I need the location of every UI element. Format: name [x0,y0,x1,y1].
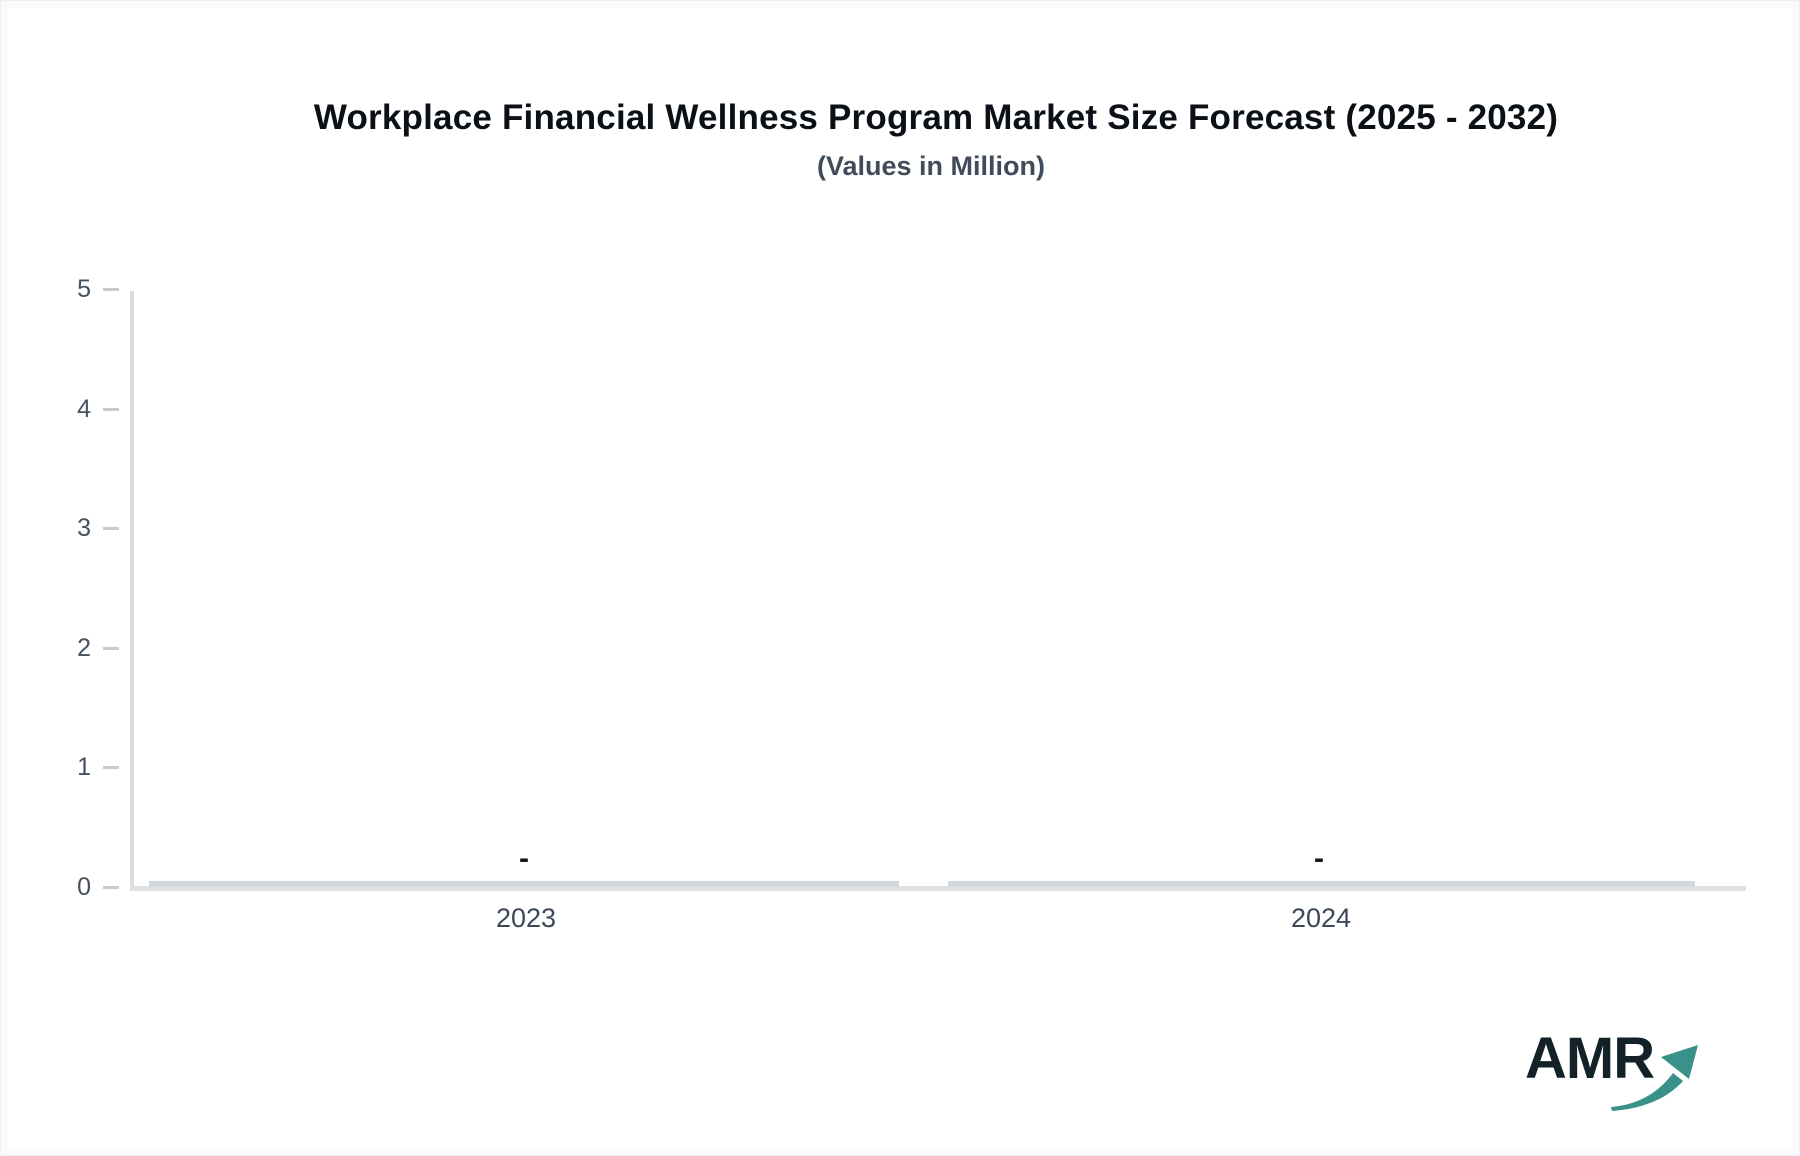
y-tick-mark-5 [103,288,119,291]
y-tick-mark-4 [103,408,119,411]
chart-subtitle: (Values in Million) [816,151,1046,181]
y-tick-label-3: 3 [77,514,91,542]
data-label-2024: - [1314,842,1324,875]
y-axis-line [130,291,134,888]
growth-arrow-icon [1611,1045,1698,1111]
chart-title: Workplace Financial Wellness Program Mar… [313,98,1559,137]
y-tick-label-4: 4 [77,395,91,423]
y-tick-mark-0 [103,886,119,889]
y-tick-label-1: 1 [77,753,91,781]
x-axis-line [130,886,1746,891]
y-tick-mark-3 [103,527,119,530]
y-tick-mark-2 [103,647,119,650]
x-tick-label-2024: 2024 [1290,903,1352,933]
bar-2024[interactable] [948,881,1695,886]
x-tick-label-2023: 2023 [495,903,557,933]
y-tick-label-0: 0 [77,873,91,901]
y-tick-label-5: 5 [77,275,91,303]
brand-logo-text: AMR [1525,1026,1655,1091]
brand-logo: AMR [1525,1029,1725,1119]
y-tick-label-2: 2 [77,634,91,662]
bar-2023[interactable] [149,881,899,886]
y-tick-mark-1 [103,766,119,769]
data-label-2023: - [519,842,529,875]
